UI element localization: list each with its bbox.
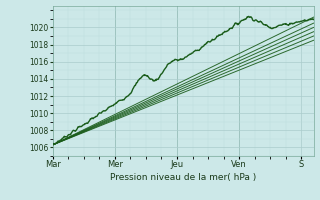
X-axis label: Pression niveau de la mer( hPa ): Pression niveau de la mer( hPa ) [110,173,256,182]
